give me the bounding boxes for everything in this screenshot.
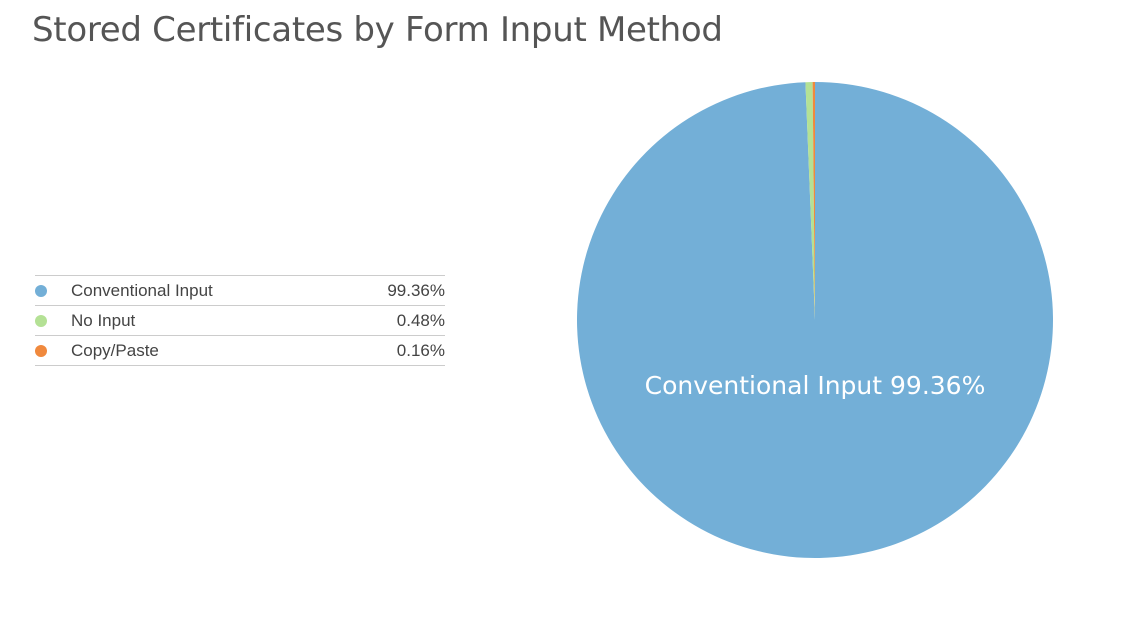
pie-slice-copy-paste[interactable] bbox=[812, 82, 815, 320]
legend-value: 99.36% bbox=[387, 280, 445, 300]
legend-label: Conventional Input bbox=[71, 280, 213, 300]
legend-dot-icon bbox=[35, 284, 47, 297]
legend-item-conventional-input[interactable]: Conventional Input 99.36% bbox=[35, 276, 445, 306]
legend-dot-icon bbox=[35, 314, 47, 327]
pie-slice-label: Conventional Input 99.36% bbox=[645, 371, 986, 400]
legend-label: No Input bbox=[71, 310, 136, 330]
legend-item-copy-paste[interactable]: Copy/Paste 0.16% bbox=[35, 336, 445, 366]
legend-item-no-input[interactable]: No Input 0.48% bbox=[35, 306, 445, 336]
legend-label: Copy/Paste bbox=[71, 340, 159, 360]
pie-slices bbox=[577, 82, 1054, 558]
legend-value: 0.16% bbox=[396, 340, 445, 360]
pie-slice-conventional-input[interactable] bbox=[577, 82, 1054, 558]
chart-title: Stored Certificates by Form Input Method bbox=[32, 10, 723, 50]
legend-value: 0.48% bbox=[396, 310, 445, 330]
legend-dot-icon bbox=[35, 344, 47, 357]
legend: Conventional Input 99.36% No Input 0.48%… bbox=[35, 275, 445, 366]
pie-slice-no-input[interactable] bbox=[805, 82, 815, 320]
